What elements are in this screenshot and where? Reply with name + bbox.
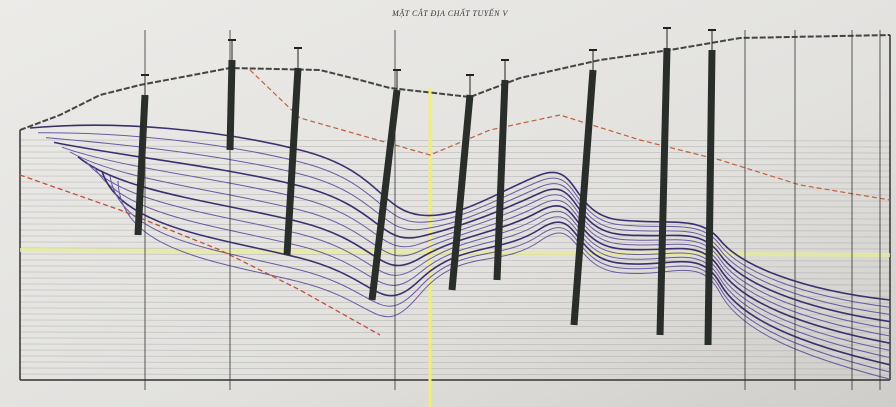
geological-section: MẶT CẮT ĐỊA CHẤT TUYẾN V [0, 0, 896, 407]
page: MẶT CẮT ĐỊA CHẤT TUYẾN V (() => { const … [0, 0, 896, 407]
paper [0, 0, 896, 407]
section-title: MẶT CẮT ĐỊA CHẤT TUYẾN V [391, 8, 508, 18]
borehole [708, 50, 712, 345]
